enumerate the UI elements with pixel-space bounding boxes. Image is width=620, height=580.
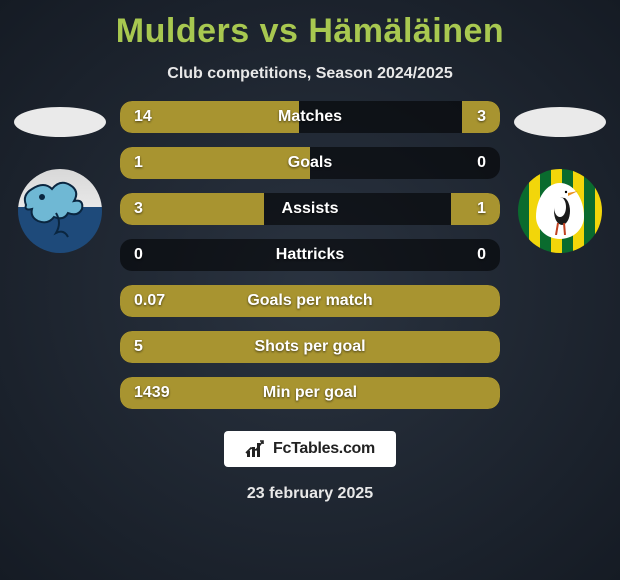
- stat-value-left: 5: [134, 338, 143, 356]
- stat-value-right: 1: [477, 200, 486, 218]
- brand-badge[interactable]: FcTables.com: [224, 431, 396, 467]
- stat-row: 0.07 Goals per match: [120, 285, 500, 317]
- right-club-crest: [518, 169, 602, 253]
- chart-icon: [245, 439, 267, 459]
- stat-value-right: 0: [477, 246, 486, 264]
- stat-row: 1439 Min per goal: [120, 377, 500, 409]
- subtitle: Club competitions, Season 2024/2025: [0, 65, 620, 83]
- dragon-icon: [18, 169, 102, 253]
- stat-row: 5 Shots per goal: [120, 331, 500, 363]
- stat-value-left: 1439: [134, 384, 170, 402]
- stork-icon: [548, 187, 578, 235]
- stat-value-right: 0: [477, 154, 486, 172]
- stat-label: Matches: [278, 108, 342, 126]
- stat-value-left: 14: [134, 108, 152, 126]
- brand-text: FcTables.com: [273, 440, 375, 458]
- stats-list: 14 3 Matches 1 0 Goals 3 1 Assists 0 0 Hattricks 0.0…: [120, 101, 500, 409]
- left-club-crest: [18, 169, 102, 253]
- stat-value-right: 3: [477, 108, 486, 126]
- stat-label: Goals: [288, 154, 332, 172]
- left-player-side: [10, 101, 110, 253]
- stat-row: 14 3 Matches: [120, 101, 500, 133]
- stat-label: Min per goal: [263, 384, 357, 402]
- left-avatar-placeholder: [14, 107, 106, 137]
- stat-label: Assists: [282, 200, 339, 218]
- date-label: 23 february 2025: [0, 485, 620, 503]
- page-title: Mulders vs Hämäläinen: [0, 0, 620, 51]
- stat-label: Shots per goal: [254, 338, 365, 356]
- stat-value-left: 0: [134, 246, 143, 264]
- stat-label: Goals per match: [247, 292, 372, 310]
- stat-value-left: 3: [134, 200, 143, 218]
- right-player-side: [510, 101, 610, 253]
- comparison-panel: 14 3 Matches 1 0 Goals 3 1 Assists 0 0 Hattricks 0.0…: [0, 101, 620, 409]
- stat-value-left: 0.07: [134, 292, 165, 310]
- stat-row: 0 0 Hattricks: [120, 239, 500, 271]
- stat-bar-right: [451, 193, 500, 225]
- stat-row: 1 0 Goals: [120, 147, 500, 179]
- stat-row: 3 1 Assists: [120, 193, 500, 225]
- stat-label: Hattricks: [276, 246, 344, 264]
- right-avatar-placeholder: [514, 107, 606, 137]
- stat-bar-left: [120, 147, 310, 179]
- stat-value-left: 1: [134, 154, 143, 172]
